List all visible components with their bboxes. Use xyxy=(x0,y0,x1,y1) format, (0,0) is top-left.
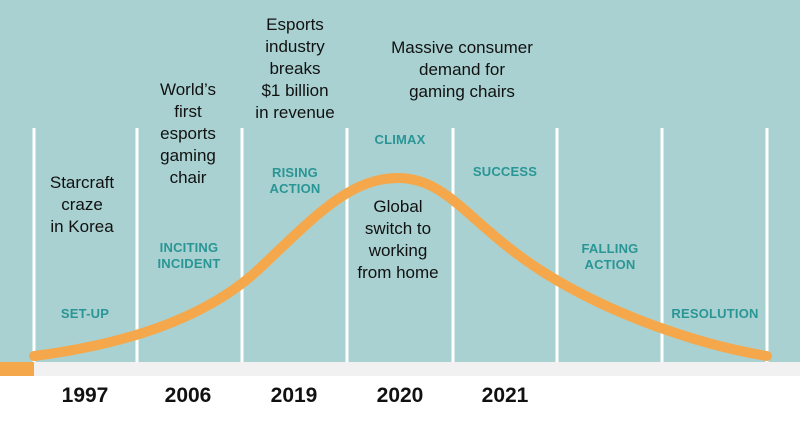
baseline-strip xyxy=(0,362,800,376)
stage-label-success: SUCCESS xyxy=(472,164,538,179)
year-label: 1997 xyxy=(61,384,109,407)
year-label: 2006 xyxy=(164,384,212,407)
year-label: 2019 xyxy=(270,384,318,407)
event-industry-billion: Esports industry breaks $1 billion in re… xyxy=(255,15,335,122)
curve-start-segment xyxy=(0,362,34,376)
stage-label-resolution: RESOLUTION xyxy=(671,306,759,321)
event-work-from-home: Global switch to working from home xyxy=(357,197,439,282)
story-arc-curve xyxy=(29,172,772,361)
event-consumer-demand: Massive consumer demand for gaming chair… xyxy=(391,38,533,101)
stage-label-rising-action: RISING ACTION xyxy=(269,165,321,196)
event-starcraft-craze: Starcraft craze in Korea xyxy=(49,173,115,236)
year-label: 2020 xyxy=(376,384,424,407)
stage-label-climax: CLIMAX xyxy=(374,132,426,147)
year-label: 2021 xyxy=(481,384,529,407)
stage-label-set-up: SET-UP xyxy=(60,306,110,321)
stage-label-inciting-incident: INCITING INCIDENT xyxy=(157,240,221,271)
stage-label-falling-action: FALLING ACTION xyxy=(581,241,639,272)
event-first-gaming-chair: World’s first esports gaming chair xyxy=(159,80,217,187)
